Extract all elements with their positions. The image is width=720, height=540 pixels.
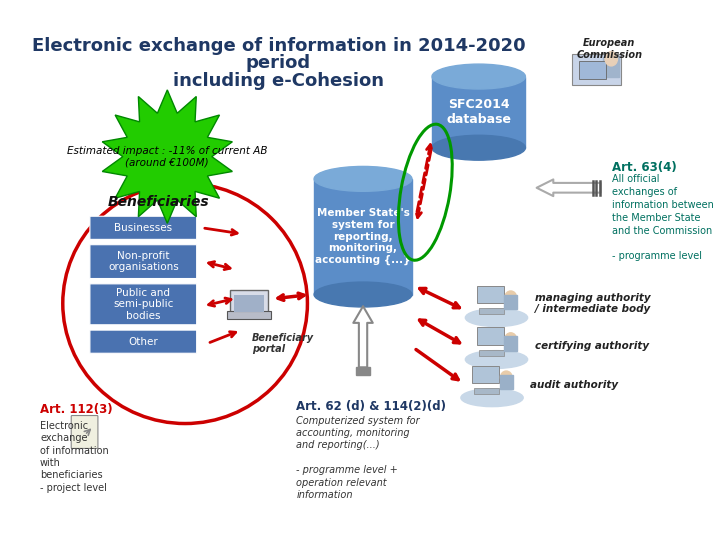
Text: period: period <box>246 55 311 72</box>
Bar <box>472 366 499 383</box>
Bar <box>505 294 517 309</box>
FancyBboxPatch shape <box>71 415 98 448</box>
Text: Estimated impact : -11% of current AB
(around €100M): Estimated impact : -11% of current AB (a… <box>67 146 268 167</box>
Bar <box>477 327 503 345</box>
Text: Other: Other <box>128 336 158 347</box>
Ellipse shape <box>432 64 526 89</box>
Text: audit authority: audit authority <box>531 380 618 390</box>
FancyBboxPatch shape <box>90 245 197 279</box>
Text: Art. 62 (d) & 114(2)(d): Art. 62 (d) & 114(2)(d) <box>297 400 446 413</box>
Text: All official
exchanges of
information between
the Member State
and the Commissio: All official exchanges of information be… <box>612 174 714 261</box>
Ellipse shape <box>500 371 512 383</box>
Bar <box>479 350 503 356</box>
Bar <box>227 312 271 319</box>
Text: Non-profit
organisations: Non-profit organisations <box>108 251 179 272</box>
Bar <box>474 388 499 394</box>
Text: Electronic exchange of information in 2014-2020: Electronic exchange of information in 20… <box>32 37 526 55</box>
Ellipse shape <box>605 52 618 66</box>
Ellipse shape <box>505 333 516 345</box>
Text: Member State's
system for
reporting,
monitoring,
accounting {...}: Member State's system for reporting, mon… <box>315 208 411 265</box>
Ellipse shape <box>314 282 412 307</box>
Text: certifying authority: certifying authority <box>535 341 649 351</box>
Text: Electronic
exchange
of information
with
beneficiaries
- project level: Electronic exchange of information with … <box>40 421 109 493</box>
Text: Computerized system for
accounting, monitoring
and reporting(...)

- programme l: Computerized system for accounting, moni… <box>297 415 420 500</box>
Bar <box>579 62 606 79</box>
FancyBboxPatch shape <box>90 284 197 325</box>
Text: Beneficiary
portal: Beneficiary portal <box>252 333 314 354</box>
Text: Beneficiaries: Beneficiaries <box>108 195 210 209</box>
Ellipse shape <box>432 136 526 160</box>
Text: including e-Cohesion: including e-Cohesion <box>173 72 384 90</box>
FancyBboxPatch shape <box>90 216 197 239</box>
FancyBboxPatch shape <box>90 330 197 353</box>
Bar <box>314 179 412 294</box>
Bar <box>230 290 268 315</box>
Bar <box>505 336 517 350</box>
Text: Art. 63(4): Art. 63(4) <box>612 161 677 174</box>
Text: managing authority
/ intermediate body: managing authority / intermediate body <box>535 293 650 314</box>
Bar <box>234 294 264 312</box>
Text: Art. 112(3): Art. 112(3) <box>40 403 113 416</box>
Bar <box>432 77 526 148</box>
Bar <box>479 308 503 314</box>
Ellipse shape <box>465 309 528 327</box>
Text: Businesses: Businesses <box>114 223 172 233</box>
Ellipse shape <box>314 166 412 191</box>
Ellipse shape <box>505 291 516 303</box>
Text: European
Commission: European Commission <box>577 38 642 60</box>
Bar <box>477 286 503 303</box>
Bar <box>572 55 621 85</box>
Ellipse shape <box>461 389 523 407</box>
Text: SFC2014
database: SFC2014 database <box>446 98 511 126</box>
Polygon shape <box>102 90 233 224</box>
Ellipse shape <box>465 350 528 368</box>
Text: Public and
semi-public
bodies: Public and semi-public bodies <box>113 288 174 321</box>
Bar <box>356 368 370 375</box>
Bar <box>603 57 619 77</box>
Bar <box>500 375 513 389</box>
